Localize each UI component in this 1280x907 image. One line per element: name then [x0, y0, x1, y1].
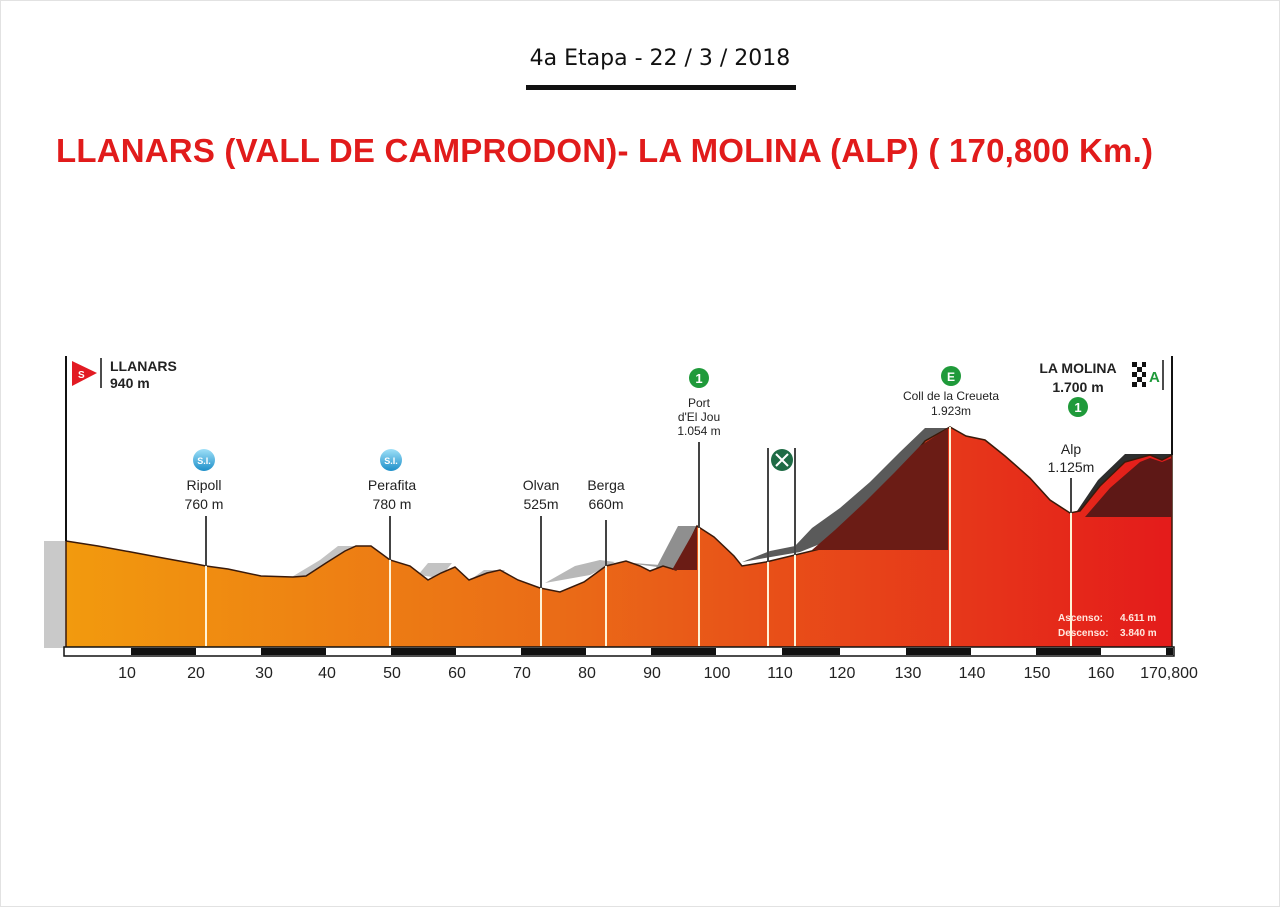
svg-text:140: 140	[959, 665, 986, 682]
svg-text:170,800: 170,800	[1140, 665, 1198, 682]
climb-port-del-jou	[672, 526, 697, 570]
svg-text:130: 130	[895, 665, 922, 682]
feed-zone-marker	[771, 449, 793, 471]
waypoint-olvan: Olvan 525m	[523, 477, 560, 512]
sprint-intermediate-icon	[380, 449, 402, 471]
svg-text:Ripoll: Ripoll	[186, 477, 221, 493]
waypoint-coll-de-la-creueta: E Coll de la Creueta 1.923m	[903, 366, 999, 418]
title-underline	[526, 85, 796, 90]
svg-text:Alp: Alp	[1061, 441, 1081, 457]
waypoint-lines	[205, 427, 1072, 646]
svg-text:1.923m: 1.923m	[931, 404, 971, 418]
route-title: LLANARS (VALL DE CAMPRODON)- LA MOLINA (…	[56, 132, 1154, 169]
elevation-profile-area	[65, 426, 1173, 649]
svg-text:Descenso:: Descenso:	[1058, 628, 1109, 639]
svg-text:120: 120	[829, 665, 856, 682]
svg-text:660m: 660m	[588, 496, 623, 512]
svg-text:160: 160	[1088, 665, 1115, 682]
svg-text:1.125m: 1.125m	[1048, 459, 1095, 475]
category-1-icon	[689, 368, 709, 388]
category-1-icon	[1068, 397, 1088, 417]
svg-text:780 m: 780 m	[373, 496, 412, 512]
svg-text:S.I.: S.I.	[384, 456, 398, 466]
stage-title: 4a Etapa - 22 / 3 / 2018	[529, 46, 791, 71]
svg-text:1.054 m: 1.054 m	[677, 424, 720, 438]
distance-scale-bar	[63, 646, 1175, 657]
svg-text:760 m: 760 m	[185, 496, 224, 512]
waypoint-alp: Alp 1.125m	[1048, 441, 1095, 475]
svg-text:20: 20	[187, 665, 205, 682]
sprint-intermediate-icon	[193, 449, 215, 471]
waypoint-perafita: S.I. Perafita 780 m	[368, 449, 416, 512]
svg-text:30: 30	[255, 665, 273, 682]
waypoint-berga: Berga 660m	[587, 477, 625, 512]
svg-text:E: E	[947, 370, 955, 384]
svg-text:70: 70	[513, 665, 531, 682]
waypoint-ripoll: S.I. Ripoll 760 m	[185, 449, 224, 512]
checkered-flag-icon	[1132, 362, 1146, 387]
finish-elevation: 1.700 m	[1052, 379, 1103, 395]
svg-text:3.840 m: 3.840 m	[1120, 628, 1157, 639]
svg-text:Ascenso:: Ascenso:	[1058, 613, 1103, 624]
svg-text:1: 1	[1074, 400, 1081, 415]
svg-text:Port: Port	[688, 396, 711, 410]
svg-text:Olvan: Olvan	[523, 477, 560, 493]
svg-text:80: 80	[578, 665, 596, 682]
svg-text:Perafita: Perafita	[368, 477, 416, 493]
svg-text:10: 10	[118, 665, 136, 682]
svg-text:Berga: Berga	[587, 477, 625, 493]
category-special-icon	[941, 366, 961, 386]
svg-text:d'El Jou: d'El Jou	[678, 410, 720, 424]
svg-text:S: S	[78, 370, 85, 381]
finish-marker: LA MOLINA 1.700 m A 1	[1039, 360, 1164, 417]
svg-text:4.611 m: 4.611 m	[1120, 613, 1156, 624]
svg-text:S.I.: S.I.	[197, 456, 211, 466]
svg-text:60: 60	[448, 665, 466, 682]
x-axis-tick-labels: 10 20 30 40 50 60 70 80 90 100 110 120 1…	[118, 665, 1198, 682]
start-flag-icon	[72, 361, 97, 386]
svg-text:525m: 525m	[523, 496, 558, 512]
svg-text:A: A	[1149, 369, 1160, 386]
climb-coll-de-la-creueta	[812, 428, 948, 550]
svg-text:90: 90	[643, 665, 661, 682]
svg-text:1: 1	[695, 371, 702, 386]
ascent-descent-totals: Ascenso: 4.611 m Descenso: 3.840 m	[1058, 613, 1157, 639]
start-elevation: 940 m	[110, 375, 150, 391]
start-elevation-block	[44, 541, 66, 648]
climb-la-molina	[1085, 458, 1172, 517]
svg-text:Coll de la Creueta: Coll de la Creueta	[903, 389, 999, 403]
svg-text:100: 100	[704, 665, 731, 682]
start-name: LLANARS	[110, 358, 177, 374]
start-marker: S LLANARS 940 m	[72, 358, 177, 391]
svg-text:50: 50	[383, 665, 401, 682]
waypoint-port-del-jou: 1 Port d'El Jou 1.054 m	[677, 368, 721, 438]
svg-text:40: 40	[318, 665, 336, 682]
finish-name: LA MOLINA	[1039, 360, 1116, 376]
svg-text:150: 150	[1024, 665, 1051, 682]
svg-text:110: 110	[767, 665, 793, 682]
